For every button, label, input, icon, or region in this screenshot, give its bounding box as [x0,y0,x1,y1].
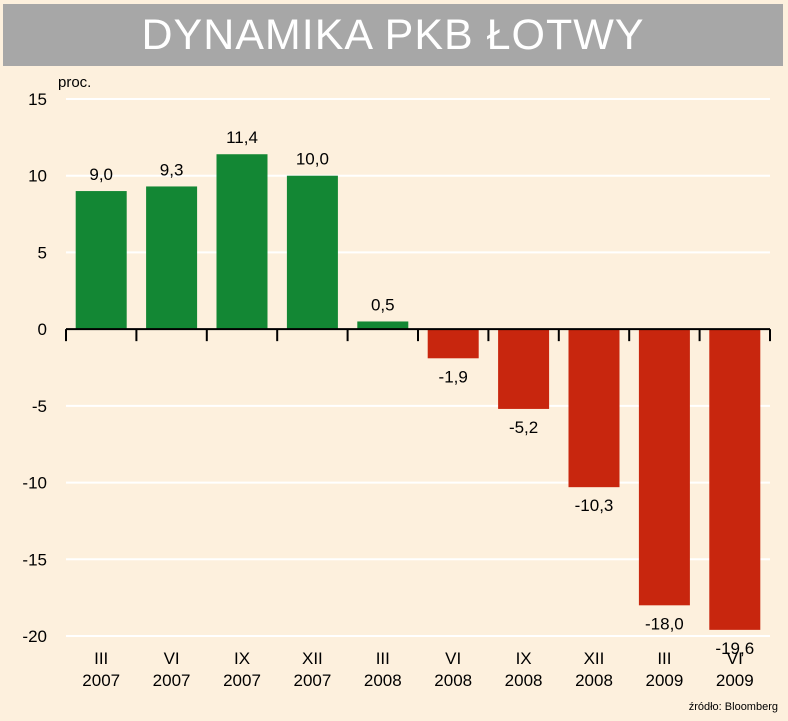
title-bar: DYNAMIKA PKB ŁOTWY [3,4,783,66]
x-tick-label: 2008 [434,671,472,690]
x-tick-label: IX [516,649,532,668]
bar [216,154,268,330]
data-label: 0,5 [371,295,395,314]
y-tick-label: 5 [38,243,47,262]
bar [709,329,761,630]
bar [498,329,550,409]
x-tick-label: 2008 [575,671,613,690]
y-tick-label: 15 [28,90,47,109]
data-label: -5,2 [509,418,538,437]
x-tick-label: 2008 [505,671,543,690]
source-note: źródło: Bloomberg [688,701,778,713]
bar [146,186,198,330]
x-tick-label: 2008 [364,671,402,690]
x-tick-label: 2009 [645,671,683,690]
y-tick-label: 10 [28,167,47,186]
data-label: 9,3 [160,160,184,179]
bar [427,329,479,359]
y-axis-unit-label: proc. [58,74,91,91]
data-label: 9,0 [89,165,113,184]
x-tick-label: 2007 [293,671,331,690]
x-tick-label: 2009 [716,671,754,690]
data-label: -18,0 [645,614,684,633]
data-label: 11,4 [226,128,258,147]
x-tick-label: VI [164,649,180,668]
x-tick-label: III [376,649,390,668]
chart-title: DYNAMIKA PKB ŁOTWY [141,10,645,59]
bar [357,321,409,330]
bar [286,175,338,330]
y-tick-label: -20 [22,627,47,646]
x-tick-label: III [94,649,108,668]
data-label: -19,6 [715,639,754,658]
bar [75,191,127,330]
data-label: -1,9 [439,367,468,386]
y-tick-label: -10 [22,474,47,493]
bar [638,329,690,606]
x-tick-label: VI [727,649,743,668]
bar [568,329,620,488]
y-tick-label: -5 [32,397,47,416]
x-tick-label: 2007 [223,671,261,690]
y-tick-label: -15 [22,550,47,569]
data-label: 10,0 [296,150,329,169]
x-tick-label: 2007 [82,671,120,690]
y-tick-label: 0 [38,320,47,339]
x-tick-label: III [657,649,671,668]
x-tick-label: VI [445,649,461,668]
data-label: -10,3 [575,496,614,515]
x-tick-label: 2007 [153,671,191,690]
x-tick-label: XII [302,649,323,668]
x-tick-label: IX [234,649,250,668]
x-tick-label: XII [584,649,605,668]
